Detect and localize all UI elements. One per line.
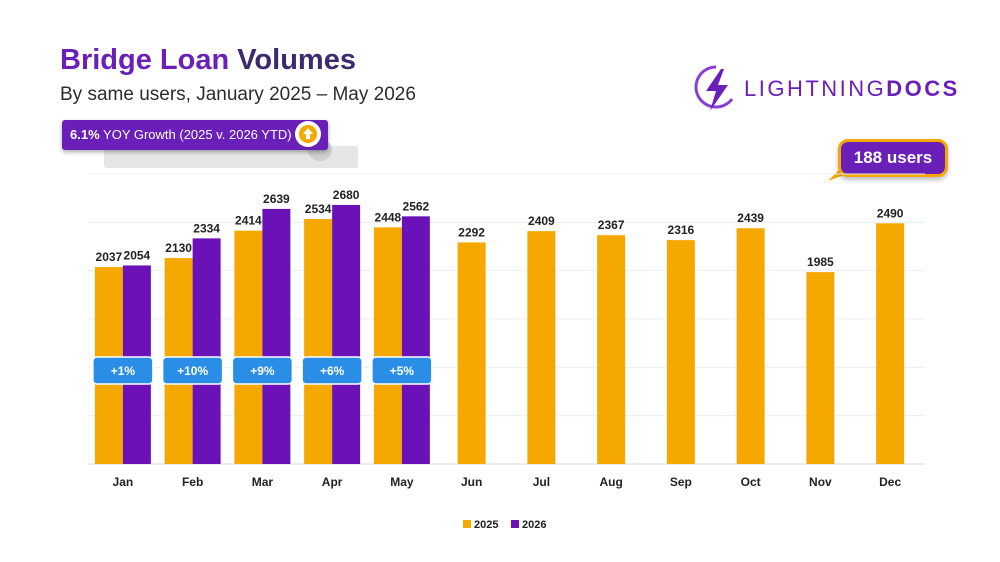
bar-2025-oct [736, 228, 765, 464]
change-badge-label: +5% [390, 364, 415, 378]
yoy-growth-value: 6.1% [70, 127, 100, 142]
bar-2026-apr [332, 204, 361, 464]
data-label-2026-apr: 2680 [333, 188, 360, 202]
title-part-1: Bridge Loan [60, 44, 230, 76]
x-tick-label-aug: Aug [599, 475, 622, 489]
change-badge-label: +6% [320, 364, 345, 378]
bar-2025-apr [304, 219, 333, 464]
data-label-2025-sep: 2316 [668, 223, 695, 237]
bar-2025-sep [666, 240, 695, 464]
yoy-growth-label: YOY Growth (2025 v. 2026 YTD) [103, 127, 292, 142]
data-label-2026-may: 2562 [403, 199, 430, 213]
data-label-2025-nov: 1985 [807, 255, 834, 269]
bar-2025-nov [806, 272, 835, 464]
x-tick-label-jul: Jul [533, 475, 550, 489]
bar-2026-mar [262, 208, 291, 464]
logo-wordmark: LIGHTNINGDOCS [744, 76, 960, 102]
yoy-slider-track [104, 146, 358, 168]
chart-subtitle: By same users, January 2025 – May 2026 [60, 84, 416, 105]
x-tick-label-mar: Mar [252, 475, 274, 489]
data-label-2025-jul: 2409 [528, 214, 555, 228]
change-badge-label: +10% [177, 364, 208, 378]
users-count-badge: 188 users [838, 139, 948, 177]
change-badge [231, 356, 294, 385]
change-badge [92, 356, 154, 385]
data-label-2025-apr: 2534 [305, 202, 332, 216]
bar-2025-mar [234, 230, 263, 464]
x-tick-label-may: May [390, 475, 414, 489]
bar-2026-feb [192, 238, 221, 464]
bar-2025-jun [457, 242, 486, 464]
logo-text-bold: DOCS [886, 76, 960, 101]
x-tick-label-feb: Feb [182, 475, 203, 489]
logo-text-light: LIGHTNING [744, 76, 887, 101]
data-label-2025-dec: 2490 [877, 206, 904, 220]
change-badge [301, 356, 363, 385]
data-label-2025-jun: 2292 [458, 225, 485, 239]
x-tick-label-jun: Jun [461, 475, 482, 489]
x-tick-label-sep: Sep [670, 475, 692, 489]
x-tick-label-oct: Oct [741, 475, 761, 489]
x-tick-label-nov: Nov [809, 475, 832, 489]
legend-label-2025: 2025 [474, 519, 498, 531]
title-part-2: Volumes [237, 44, 356, 76]
bar-2025-aug [597, 235, 626, 464]
data-label-2025-oct: 2439 [737, 211, 764, 225]
x-tick-label-dec: Dec [879, 475, 901, 489]
brand-logo: LIGHTNINGDOCS [694, 63, 960, 115]
change-badge-label: +9% [250, 364, 275, 378]
change-badge [371, 356, 433, 385]
data-label-2026-mar: 2639 [263, 192, 290, 206]
legend-swatch-2026 [511, 520, 519, 528]
data-label-2025-aug: 2367 [598, 218, 625, 232]
data-label-2025-may: 2448 [375, 210, 402, 224]
bar-2025-dec [876, 223, 905, 464]
bar-2025-jul [527, 231, 556, 464]
change-badge-label: +1% [111, 364, 136, 378]
data-label-2026-feb: 2334 [193, 221, 220, 235]
data-label-2025-jan: 2037 [96, 250, 123, 264]
x-tick-label-jan: Jan [113, 475, 134, 489]
data-label-2026-jan: 2054 [124, 248, 151, 262]
legend-swatch-2025 [463, 520, 471, 528]
bar-2026-may [401, 216, 430, 464]
legend-label-2026: 2026 [522, 519, 546, 531]
chart-title: Bridge Loan Volumes [60, 42, 356, 78]
yoy-growth-badge: 6.1% YOY Growth (2025 v. 2026 YTD) [62, 120, 328, 150]
users-count-label: 188 users [853, 148, 933, 167]
data-label-2025-feb: 2130 [165, 241, 192, 255]
x-tick-label-apr: Apr [322, 475, 343, 489]
lightning-bolt-icon [694, 65, 734, 111]
data-label-2025-mar: 2414 [235, 214, 262, 228]
change-badge [161, 356, 224, 385]
up-arrow-icon [295, 121, 321, 147]
bar-2025-may [373, 227, 402, 464]
